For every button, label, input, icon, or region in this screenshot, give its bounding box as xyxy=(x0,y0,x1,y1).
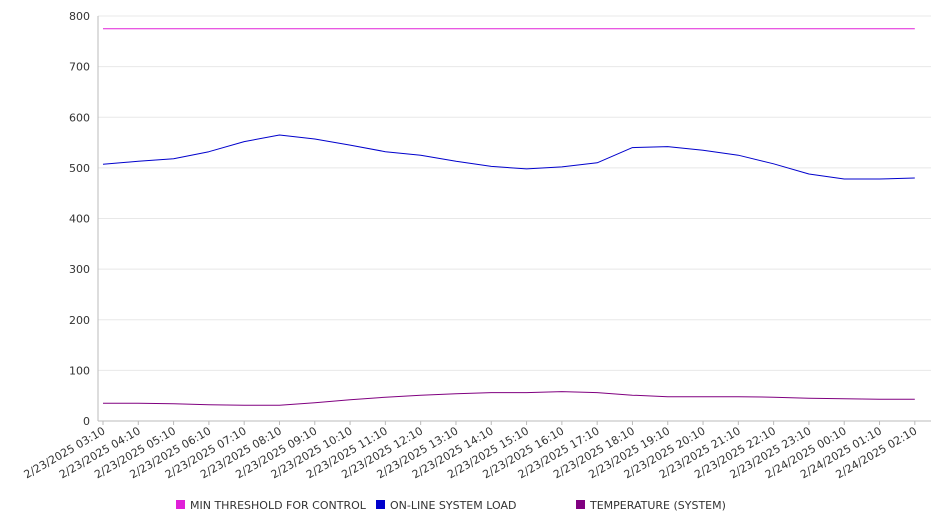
y-tick-label: 100 xyxy=(69,364,90,377)
y-tick-label: 600 xyxy=(69,111,90,124)
y-tick-label: 200 xyxy=(69,314,90,327)
x-tick-labels: 2/23/2025 03:102/23/2025 04:102/23/2025 … xyxy=(22,424,920,481)
legend-label-1: MIN THRESHOLD FOR CONTROL xyxy=(190,499,367,512)
legend-label-3: TEMPERATURE (SYSTEM) xyxy=(589,499,726,512)
axes xyxy=(97,16,931,425)
y-tick-label: 300 xyxy=(69,263,90,276)
y-tick-label: 500 xyxy=(69,162,90,175)
series-lines xyxy=(102,28,915,406)
legend: MIN THRESHOLD FOR CONTROL ON-LINE SYSTEM … xyxy=(176,499,726,512)
series-line-2 xyxy=(102,134,915,180)
series-line-3 xyxy=(103,391,915,406)
y-tick-label: 800 xyxy=(69,10,90,23)
legend-swatch-2 xyxy=(376,500,385,509)
y-tick-label: 700 xyxy=(69,61,90,74)
grid xyxy=(98,15,931,422)
y-tick-labels: 0 100 200 300 400 500 600 700 800 xyxy=(69,10,90,428)
y-tick-label: 0 xyxy=(83,415,90,428)
legend-label-2: ON-LINE SYSTEM LOAD xyxy=(390,499,516,512)
y-tick-label: 400 xyxy=(69,213,90,226)
legend-swatch-1 xyxy=(176,500,185,509)
legend-swatch-3 xyxy=(576,500,585,509)
